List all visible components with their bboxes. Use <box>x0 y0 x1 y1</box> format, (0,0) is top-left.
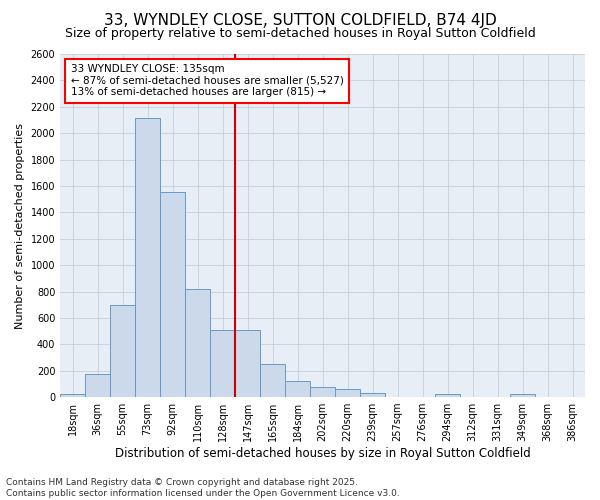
Bar <box>60 394 85 397</box>
Bar <box>210 330 235 397</box>
Bar <box>310 387 335 397</box>
Bar <box>135 118 160 397</box>
Y-axis label: Number of semi-detached properties: Number of semi-detached properties <box>15 122 25 328</box>
Bar <box>285 380 310 397</box>
X-axis label: Distribution of semi-detached houses by size in Royal Sutton Coldfield: Distribution of semi-detached houses by … <box>115 447 530 460</box>
Bar <box>235 330 260 397</box>
Text: 33, WYNDLEY CLOSE, SUTTON COLDFIELD, B74 4JD: 33, WYNDLEY CLOSE, SUTTON COLDFIELD, B74… <box>104 12 496 28</box>
Bar <box>85 374 110 397</box>
Text: Contains HM Land Registry data © Crown copyright and database right 2025.
Contai: Contains HM Land Registry data © Crown c… <box>6 478 400 498</box>
Bar <box>260 364 285 397</box>
Bar <box>360 393 385 397</box>
Bar <box>335 389 360 397</box>
Bar <box>185 289 210 397</box>
Bar <box>510 394 535 397</box>
Bar <box>160 192 185 397</box>
Bar <box>110 304 135 397</box>
Text: Size of property relative to semi-detached houses in Royal Sutton Coldfield: Size of property relative to semi-detach… <box>65 28 535 40</box>
Bar <box>435 394 460 397</box>
Text: 33 WYNDLEY CLOSE: 135sqm
← 87% of semi-detached houses are smaller (5,527)
13% o: 33 WYNDLEY CLOSE: 135sqm ← 87% of semi-d… <box>71 64 344 98</box>
